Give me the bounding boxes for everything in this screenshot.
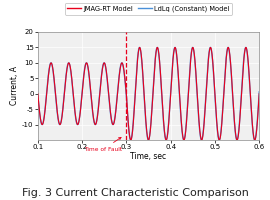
Text: Fig. 3 Current Characteristic Comparison: Fig. 3 Current Characteristic Comparison — [22, 188, 248, 198]
Legend: JMAG-RT Model, LdLq (Constant) Model: JMAG-RT Model, LdLq (Constant) Model — [65, 3, 232, 15]
X-axis label: Time, sec: Time, sec — [130, 152, 167, 161]
Text: Time of Fault: Time of Fault — [84, 137, 122, 152]
Y-axis label: Current, A: Current, A — [10, 66, 19, 105]
